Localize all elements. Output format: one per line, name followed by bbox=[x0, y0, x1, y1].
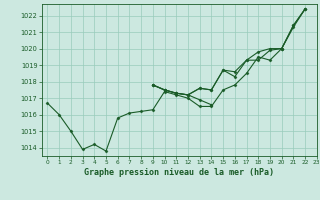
X-axis label: Graphe pression niveau de la mer (hPa): Graphe pression niveau de la mer (hPa) bbox=[84, 168, 274, 177]
